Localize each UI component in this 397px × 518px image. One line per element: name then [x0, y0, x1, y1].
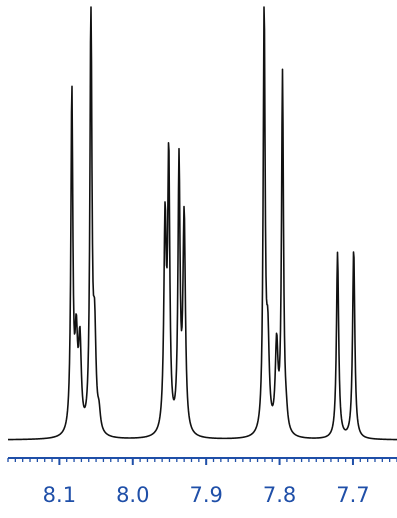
- x-tick-label-8.0: 8.0: [116, 483, 149, 507]
- x-tick-label-7.9: 7.9: [189, 483, 222, 507]
- plot-area: [7, 6, 397, 441]
- x-tick-label-7.8: 7.8: [263, 483, 296, 507]
- x-axis-minor-ticks: [7, 458, 397, 462]
- x-axis: [7, 457, 397, 465]
- x-tick-label-8.1: 8.1: [43, 483, 76, 507]
- spectrum-series-line: [7, 6, 397, 441]
- x-axis-tick-labels: 8.1 8.0 7.9 7.8 7.7: [43, 483, 370, 507]
- x-tick-label-7.7: 7.7: [336, 483, 369, 507]
- x-axis-major-ticks: [58, 458, 354, 465]
